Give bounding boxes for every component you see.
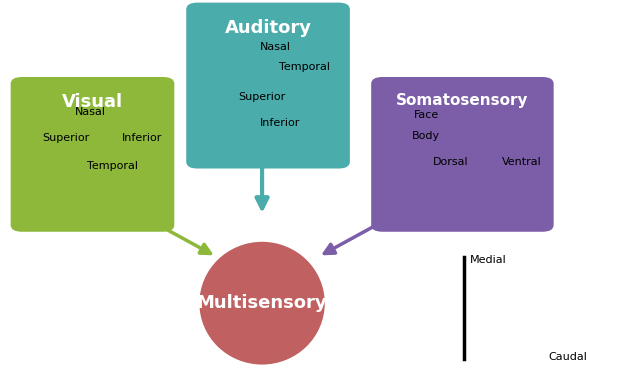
FancyBboxPatch shape: [371, 77, 554, 232]
Text: Auditory: Auditory: [224, 19, 312, 36]
Text: Ventral: Ventral: [502, 157, 541, 167]
Text: Medial: Medial: [470, 256, 507, 265]
Ellipse shape: [199, 242, 325, 365]
Text: Dorsal: Dorsal: [433, 157, 468, 167]
Text: Body: Body: [412, 131, 440, 141]
FancyBboxPatch shape: [11, 77, 174, 232]
Text: Inferior: Inferior: [260, 118, 300, 128]
FancyBboxPatch shape: [186, 3, 350, 169]
Text: Multisensory: Multisensory: [197, 294, 327, 312]
Text: Caudal: Caudal: [549, 352, 587, 362]
Text: Somatosensory: Somatosensory: [396, 93, 529, 108]
Text: Superior: Superior: [43, 133, 90, 142]
Text: Nasal: Nasal: [260, 42, 291, 51]
Text: Face: Face: [414, 110, 439, 120]
Text: Nasal: Nasal: [75, 107, 106, 116]
Text: Visual: Visual: [62, 93, 123, 111]
Text: Inferior: Inferior: [122, 133, 162, 142]
Text: Superior: Superior: [238, 92, 285, 102]
Text: Temporal: Temporal: [87, 161, 137, 170]
Text: Temporal: Temporal: [279, 62, 330, 72]
